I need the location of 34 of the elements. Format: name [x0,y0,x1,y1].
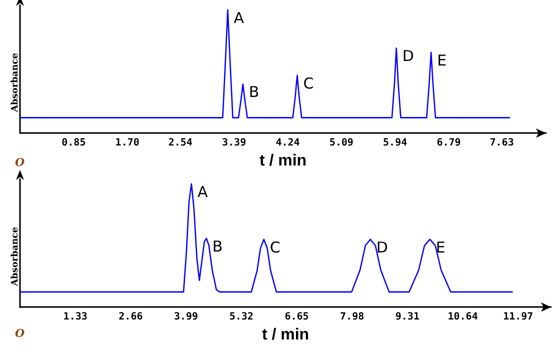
x-tick-label: 0.85 [62,138,86,149]
x-tick-label: 5.94 [383,138,408,149]
x-tick-label: 2.66 [118,312,143,323]
annotation: A [197,182,208,201]
x-tick-label: 11.97 [503,312,534,323]
x-tick-label: 6.65 [284,312,309,323]
x-tick-label: 1.70 [115,138,140,149]
x-tick-label: 10.64 [448,312,478,323]
x-axis-title: t / min [259,152,307,170]
annotation: C [303,74,314,92]
y-axis-title: Absorbance [10,226,20,287]
annotation: A [234,8,245,27]
x-tick-label: 1.33 [63,312,88,323]
annotation: E [437,51,447,70]
x-axis-title: t / min [262,326,310,344]
x-tick-label: 7.98 [340,312,364,323]
x-tick-label: 3.99 [174,312,198,323]
text: O [15,327,25,340]
text: O [15,156,25,169]
annotation: C [270,238,280,256]
x-tick-label: 5.09 [329,138,354,149]
annotation: D [376,238,388,256]
annotation: E [436,238,446,256]
x-tick-label: 2.54 [168,138,192,149]
x-tick-label: 6.79 [436,138,461,149]
x-tick-label: 4.24 [276,138,300,149]
annotation: B [248,83,260,102]
y-axis-title: Absorbance [10,52,20,113]
x-tick-label: 9.31 [395,312,420,323]
x-tick-label: 7.63 [490,138,514,149]
x-tick-label: 5.32 [229,312,254,323]
x-tick-label: 3.39 [222,138,246,149]
annotation: B [212,237,223,256]
annotation: D [402,47,414,66]
